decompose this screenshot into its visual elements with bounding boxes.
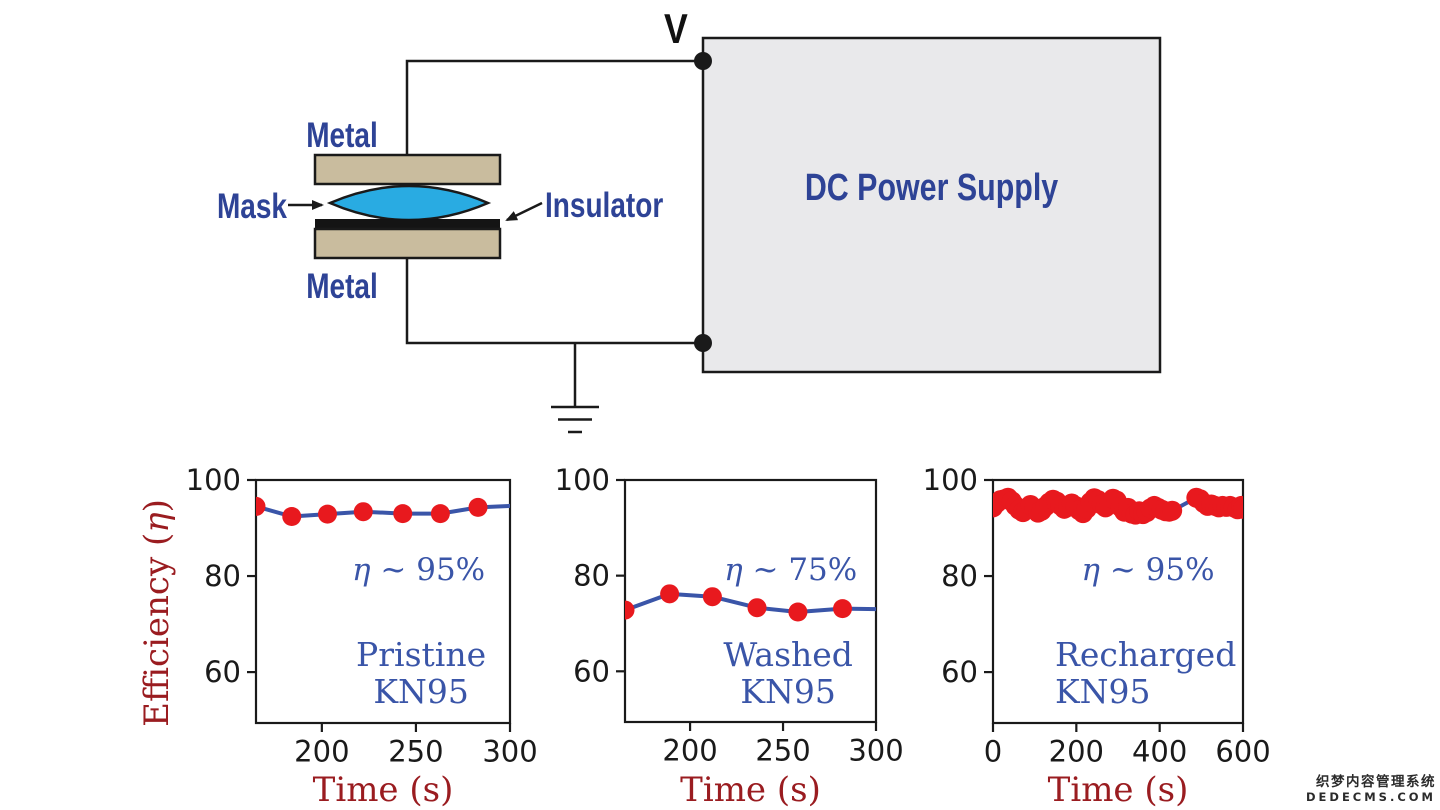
series-label: KN95 [1055, 672, 1151, 711]
data-marker [625, 600, 635, 620]
metal-plate-top [313, 153, 502, 186]
ground-symbol [551, 343, 599, 434]
wire-bottom [405, 258, 699, 345]
x-tick-label: 200 [1049, 735, 1104, 769]
chart-frame [991, 478, 1245, 725]
y-axis-label: Efficiency (η) [137, 499, 177, 727]
watermark-line2: DEDECMS.COM [1306, 790, 1436, 804]
data-marker [660, 584, 680, 604]
data-marker [747, 598, 767, 618]
y-tick-label: 80 [204, 559, 241, 593]
data-marker [256, 496, 266, 516]
data-marker [353, 502, 373, 522]
series-label: Washed [723, 635, 853, 674]
x-tick-label: 200 [294, 735, 349, 769]
x-axis-label: Time (s) [680, 770, 821, 810]
insulator-bar [315, 219, 500, 229]
power-supply-box [701, 36, 1162, 374]
data-marker [393, 504, 413, 524]
label-voltage: V [664, 5, 688, 52]
x-tick-label: 400 [1132, 735, 1187, 769]
data-marker [1162, 500, 1183, 521]
terminal-bottom [694, 334, 712, 352]
data-marker [1233, 498, 1243, 519]
insulator-arrow [505, 201, 543, 222]
x-tick-label: 250 [755, 734, 810, 768]
label-dc-power-supply: DC Power Supply [804, 167, 1059, 209]
efficiency-annotation: η ~ 75% [724, 552, 857, 588]
data-marker [317, 504, 337, 524]
y-tick-label: 60 [573, 654, 610, 688]
x-tick-label: 600 [1215, 735, 1270, 769]
x-tick-label: 0 [984, 735, 1002, 769]
series-label: KN95 [740, 672, 836, 711]
watermark-line1: 织梦内容管理系统 [1316, 774, 1436, 790]
wire-top [405, 59, 699, 155]
x-tick-label: 200 [662, 734, 717, 768]
chart-frame [254, 478, 512, 725]
x-axis-label: Time (s) [1048, 770, 1189, 810]
series-label: Pristine [356, 635, 486, 674]
data-marker [282, 506, 302, 526]
y-tick-label: 60 [941, 655, 978, 689]
data-marker [702, 587, 722, 607]
terminal-top [694, 52, 712, 70]
metal-plate-bottom [313, 227, 502, 260]
mask-lens [326, 184, 492, 222]
y-tick-label: 100 [923, 463, 978, 497]
series-label: Recharged [1055, 635, 1236, 674]
series-label: KN95 [373, 672, 469, 711]
data-marker [788, 602, 808, 622]
x-tick-label: 300 [482, 735, 537, 769]
y-tick-label: 60 [204, 655, 241, 689]
y-tick-label: 100 [555, 463, 610, 497]
y-tick-label: 80 [573, 559, 610, 593]
x-tick-label: 250 [388, 735, 443, 769]
watermark: 织梦内容管理系统 DEDECMS.COM [1306, 770, 1436, 804]
efficiency-annotation: η ~ 95% [352, 552, 485, 588]
data-marker [833, 599, 853, 619]
data-marker [430, 504, 450, 524]
data-marker [468, 497, 488, 517]
label-metal-bottom: Metal [306, 267, 378, 306]
y-tick-label: 80 [941, 559, 978, 593]
label-insulator: Insulator [545, 186, 664, 225]
label-mask: Mask [216, 187, 287, 226]
efficiency-annotation: η ~ 95% [1081, 552, 1214, 588]
x-tick-label: 300 [848, 734, 903, 768]
x-axis-label: Time (s) [313, 770, 454, 810]
y-tick-label: 100 [186, 463, 241, 497]
label-metal-top: Metal [306, 116, 378, 155]
